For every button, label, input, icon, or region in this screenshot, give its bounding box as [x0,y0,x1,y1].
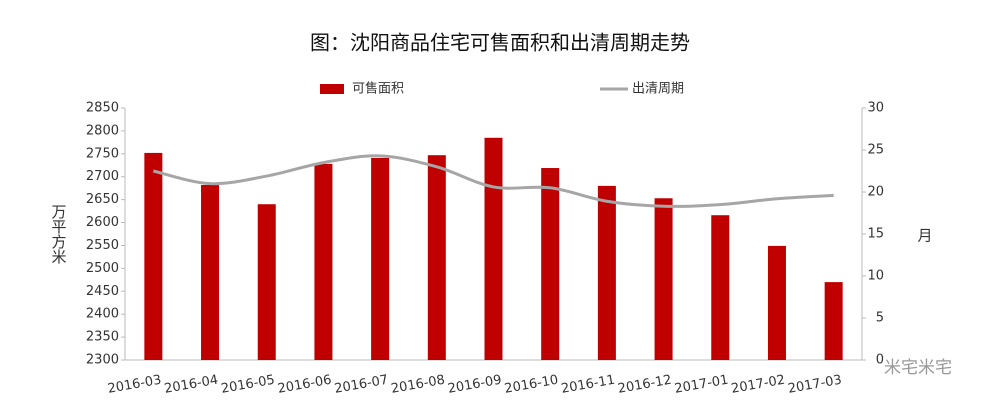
x-tick-label: 2016-09 [447,373,503,397]
y2-tick-label: 5 [876,311,884,326]
line [153,154,834,208]
y2-axis-label: 月 [917,227,932,245]
bar [257,204,276,360]
bar [144,152,163,360]
y-tick-label: 2400 [86,307,119,322]
y-tick-label: 2300 [86,353,119,368]
x-tick-label: 2016-03 [107,373,163,397]
bar [711,215,730,360]
chart-title: 图：沈阳商品住宅可售面积和出清周期走势 [310,31,690,55]
bar [201,184,220,360]
bar [371,157,390,360]
y-tick-label: 2650 [86,192,119,207]
x-tick-label: 2016-05 [220,373,276,397]
y2-tick-label: 30 [867,101,884,116]
legend-label: 可售面积 [352,81,404,97]
y2-tick-label: 20 [867,185,884,200]
x-tick-label: 2016-10 [503,373,559,397]
x-tick-label: 2016-12 [617,373,673,397]
x-tick-label: 2016-11 [560,373,616,397]
y-tick-label: 2700 [86,169,119,184]
y-tick-label: 2550 [86,238,119,253]
y2-tick-label: 25 [867,143,884,158]
bar [824,282,843,360]
y-tick-label: 2850 [86,101,119,116]
y-tick-label: 2800 [86,123,119,138]
watermark: 米宅米宅 [884,358,952,378]
y-tick-label: 2450 [86,284,119,299]
legend-label: 出清周期 [632,82,684,97]
y-tick-label: 2500 [86,261,119,276]
bar [767,245,786,360]
bar [314,163,333,360]
x-tick-label: 2016-06 [277,373,333,397]
y2-tick-label: 10 [867,269,884,284]
y2-tick-label: 15 [867,227,884,242]
bar [427,155,446,360]
x-tick-label: 2016-08 [390,373,446,397]
y-tick-label: 2600 [86,215,119,230]
x-tick-label: 2016-07 [333,373,389,397]
x-tick-label: 2017-01 [673,373,729,397]
y-axis-label: 万平方米 [50,204,68,264]
bar [484,137,503,360]
bar [541,168,560,360]
bar [597,185,616,360]
bar [654,198,673,360]
x-tick-label: 2016-04 [163,373,219,397]
x-tick-label: 2017-03 [787,373,843,397]
legend-swatch [320,84,344,94]
y-tick-label: 2750 [86,146,119,161]
y-tick-label: 2350 [86,330,119,345]
y2-tick-label: 0 [876,353,884,368]
x-tick-label: 2017-02 [730,373,786,397]
